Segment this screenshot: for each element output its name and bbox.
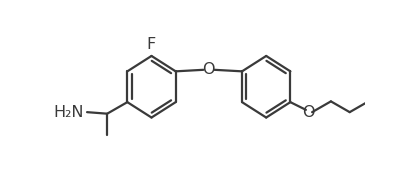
Text: F: F xyxy=(147,37,156,52)
Text: H₂N: H₂N xyxy=(53,105,84,120)
Text: O: O xyxy=(301,105,314,120)
Text: O: O xyxy=(202,62,215,77)
